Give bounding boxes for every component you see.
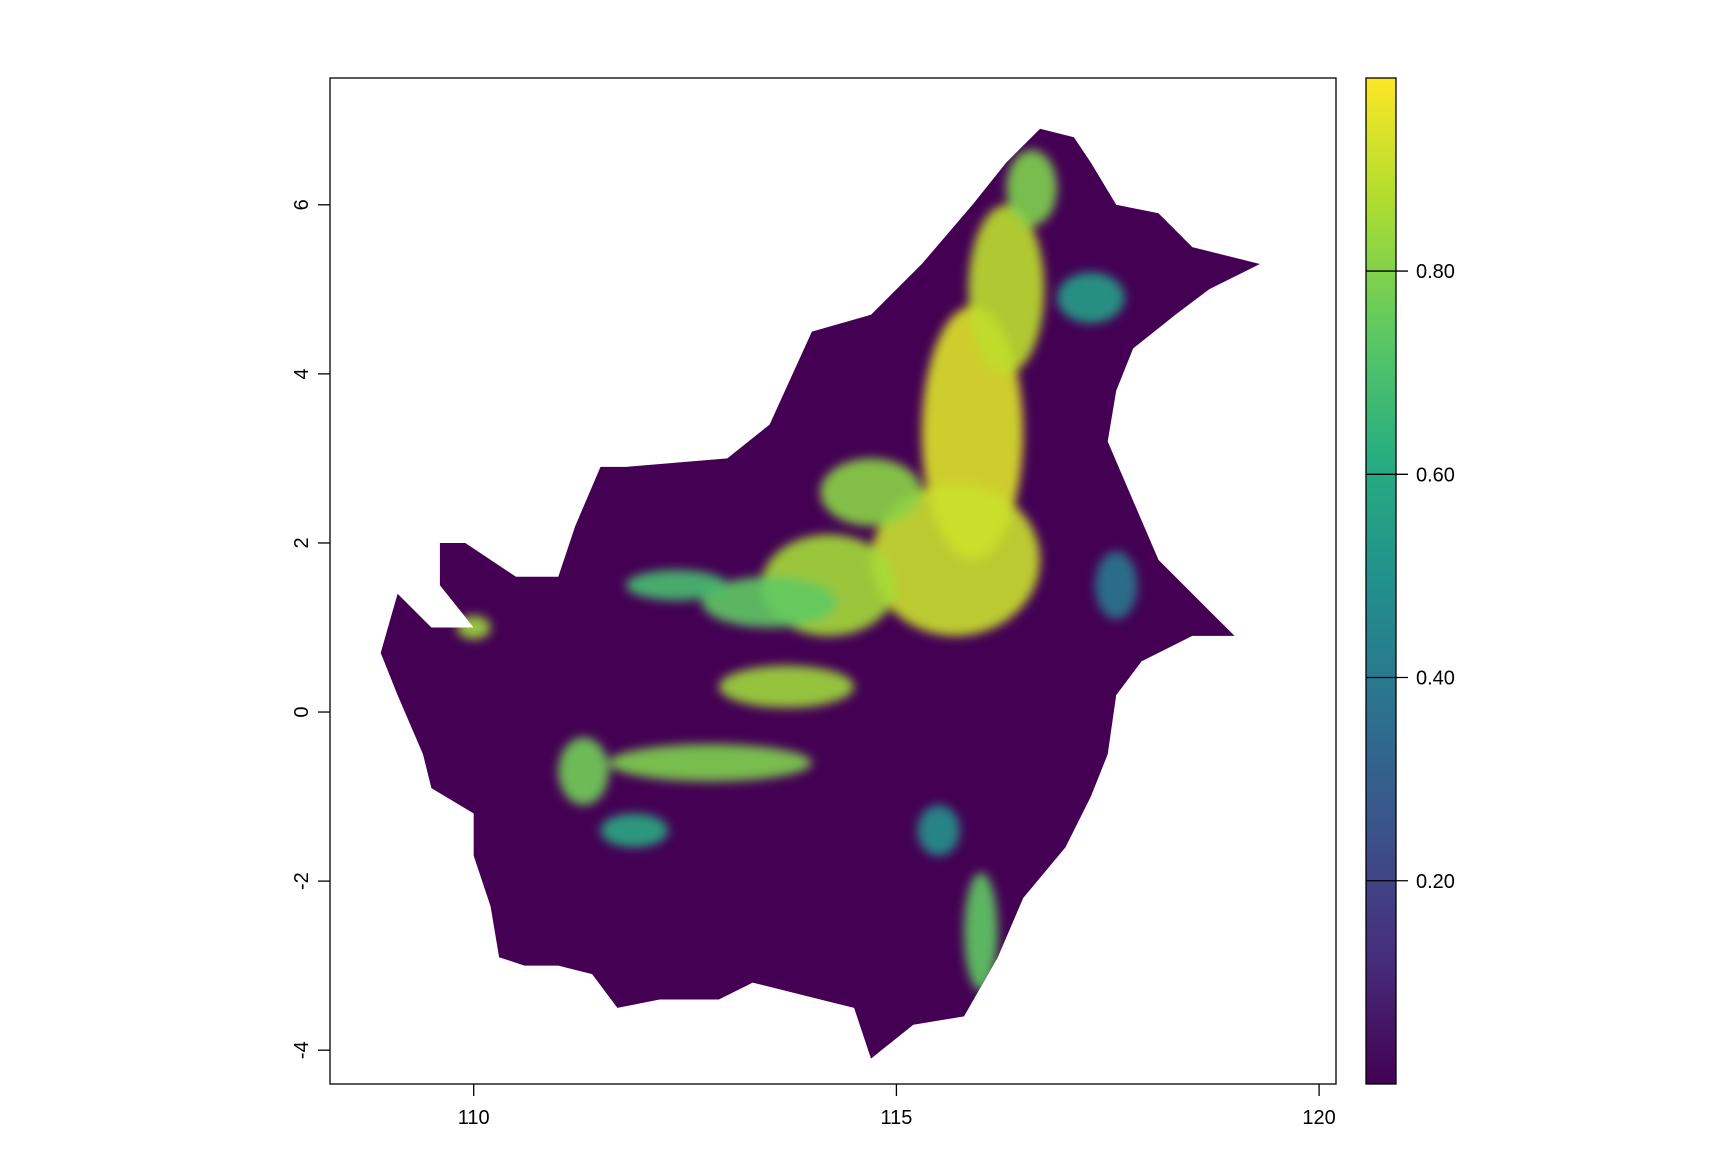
suitability-zone: [1057, 272, 1125, 324]
plot-frame: [329, 77, 1337, 1085]
suitability-zone: [917, 805, 960, 856]
suitability-zone: [718, 665, 855, 708]
suitability-zone: [600, 813, 669, 848]
x-tick-label: 115: [880, 1107, 912, 1129]
x-tick-label: 110: [458, 1107, 490, 1129]
suitability-zone: [1095, 551, 1138, 620]
x-tick-label: 120: [1302, 1107, 1335, 1129]
suitability-zone: [968, 204, 1045, 374]
suitability-zone: [608, 744, 812, 782]
y-tick-label: 2: [291, 537, 313, 548]
suitability-zone: [456, 615, 491, 640]
suitability-zone: [558, 737, 609, 806]
colorbar-tick-label: 0.40: [1416, 668, 1455, 690]
suitability-zone: [871, 483, 1041, 636]
colorbar-gradient: [1365, 77, 1397, 1085]
y-tick-label: -2: [291, 872, 313, 890]
y-tick-label: 0: [291, 706, 313, 717]
y-tick-label: 4: [291, 368, 313, 379]
suitability-zone: [964, 872, 998, 992]
colorbar-tick-label: 0.60: [1416, 464, 1455, 486]
colorbar-tick-label: 0.20: [1416, 871, 1455, 893]
y-tick-label: 6: [291, 199, 313, 210]
y-tick-label: -4: [291, 1041, 313, 1059]
suitability-zones: [456, 149, 1138, 992]
suitability-zone: [820, 458, 922, 527]
colorbar-tick-label: 0.80: [1416, 261, 1455, 283]
colorbar-ticks: 0.20 0.40 0.60 0.80: [1366, 261, 1455, 893]
suitability-zone: [1006, 149, 1058, 226]
suitability-zone: [701, 576, 838, 628]
map-area: [380, 128, 1260, 1059]
colorbar: 0.20 0.40 0.60 0.80: [1365, 77, 1455, 1085]
x-axis: 110 115 120: [458, 1084, 1336, 1129]
suitability-zone: [625, 570, 728, 601]
y-axis: -4 -2 0 2 4 6: [291, 199, 330, 1059]
